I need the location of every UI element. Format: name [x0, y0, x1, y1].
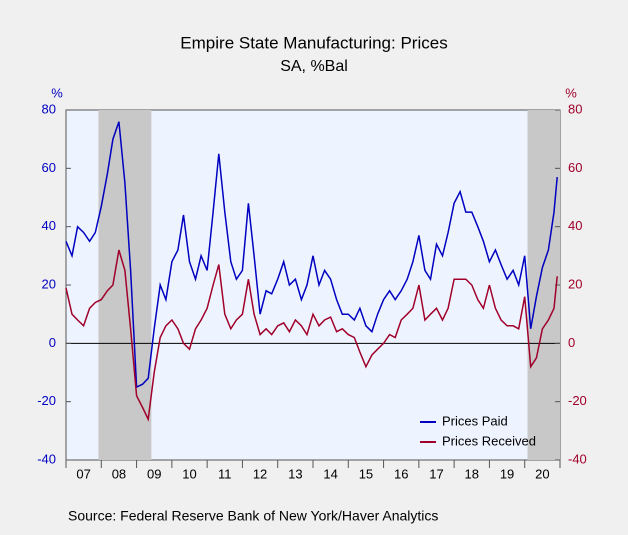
series-line: [65, 249, 558, 422]
series-line: [65, 121, 558, 389]
x-tick-label: 20: [535, 466, 549, 481]
y-tick-label: 80: [42, 101, 56, 116]
y2-tick-label: 80: [568, 101, 582, 116]
chart-title: Empire State Manufacturing: Prices: [180, 33, 447, 52]
x-tick-label: 10: [182, 466, 196, 481]
y-tick-label: 20: [42, 276, 56, 291]
y2-axis-label: %: [565, 85, 577, 100]
y2-tick-label: 60: [568, 160, 582, 175]
x-tick-label: 11: [218, 466, 232, 481]
x-tick-label: 08: [112, 466, 126, 481]
recession-band: [527, 110, 560, 460]
legend-label: Prices Received: [442, 433, 536, 448]
x-tick-label: 14: [323, 466, 337, 481]
x-tick-label: 16: [394, 466, 408, 481]
y2-tick-label: 20: [568, 276, 582, 291]
x-tick-label: 18: [465, 466, 479, 481]
y2-tick-label: -20: [568, 393, 587, 408]
chart-subtitle: SA, %Bal: [280, 58, 348, 75]
x-tick-label: 15: [359, 466, 373, 481]
x-tick-label: 09: [147, 466, 161, 481]
y2-tick-label: 0: [568, 335, 575, 350]
x-tick-label: 19: [500, 466, 514, 481]
y-axis-label: %: [51, 85, 63, 100]
y-tick-label: -20: [37, 393, 56, 408]
x-tick-label: 17: [429, 466, 443, 481]
y-tick-label: 40: [42, 218, 56, 233]
y2-tick-label: 40: [568, 218, 582, 233]
source-note: Source: Federal Reserve Bank of New York…: [68, 508, 438, 524]
y-tick-label: 0: [49, 335, 56, 350]
y-tick-label: -40: [37, 451, 56, 466]
y-tick-label: 60: [42, 160, 56, 175]
legend-label: Prices Paid: [442, 413, 508, 428]
y2-tick-label: -40: [568, 451, 587, 466]
recession-band: [98, 110, 152, 460]
x-tick-label: 12: [253, 466, 267, 481]
x-tick-label: 07: [76, 466, 90, 481]
x-tick-label: 13: [288, 466, 302, 481]
